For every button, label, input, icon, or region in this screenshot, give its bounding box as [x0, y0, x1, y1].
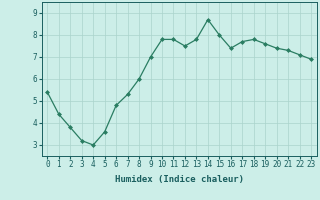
X-axis label: Humidex (Indice chaleur): Humidex (Indice chaleur) — [115, 175, 244, 184]
